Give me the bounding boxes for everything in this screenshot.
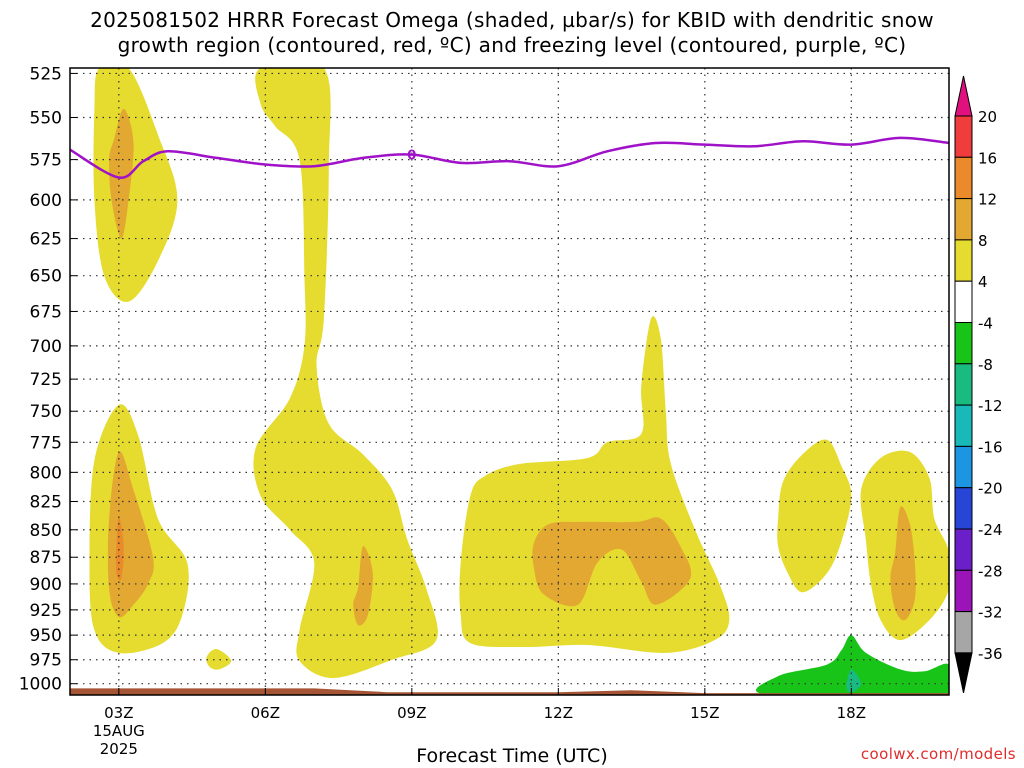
colorbar-tick-label: 12	[978, 191, 997, 209]
colorbar-top-arrow	[954, 75, 973, 117]
colorbar-tick-label: -20	[978, 480, 1003, 498]
x-tick-year: 2025	[100, 740, 138, 758]
colorbar-tick-label: 8	[978, 232, 988, 250]
omega-region-1	[109, 108, 134, 239]
y-tick-label-750: 750	[30, 402, 62, 422]
x-tick-label-18Z: 18Z	[837, 704, 866, 722]
omega-region-12	[890, 506, 916, 621]
y-tick-label-775: 775	[30, 433, 62, 453]
colorbar-bin-3	[954, 198, 973, 241]
omega-region-7	[353, 546, 373, 626]
colorbar-bin-13	[954, 611, 973, 654]
omega-region-0	[93, 68, 178, 302]
grid-lines	[70, 68, 949, 695]
chart-title-line-2: growth region (contoured, red, ºC) and f…	[117, 33, 907, 57]
colorbar-tick-label: -12	[978, 397, 1003, 415]
omega-region-15	[70, 688, 949, 695]
omega-region-9	[532, 517, 692, 607]
y-tick-label-1000: 1000	[19, 675, 62, 695]
colorbar: 20 16 12 8 4 -4 -8 -12 -16 -20 -24 -28 -32 -36	[954, 75, 1003, 694]
credit-link[interactable]: coolwx.com/models	[860, 745, 1016, 763]
y-tick-label-925: 925	[30, 601, 62, 621]
y-tick-label-900: 900	[30, 575, 62, 595]
y-tick-label-525: 525	[30, 64, 62, 84]
x-tick-label-15Z: 15Z	[690, 704, 719, 722]
colorbar-bin-7	[954, 363, 973, 406]
omega-region-4	[115, 516, 124, 581]
y-tick-label-600: 600	[30, 191, 62, 211]
colorbar-bin-12	[954, 569, 973, 613]
x-tick-label-03Z: 03Z	[104, 704, 133, 722]
colorbar-bin-10	[954, 487, 973, 530]
colorbar-tick-label: -32	[978, 604, 1003, 622]
colorbar-bin-9	[954, 445, 973, 489]
colorbar-tick-label: -16	[978, 438, 1003, 456]
y-tick-label-725: 725	[30, 370, 62, 390]
freezing-level-line	[69, 136, 950, 179]
y-tick-label-825: 825	[30, 493, 62, 513]
colorbar-bin-6	[954, 322, 973, 365]
y-tick-label-950: 950	[30, 626, 62, 646]
colorbar-tick-label: -28	[978, 562, 1003, 580]
chart-title-line-1: 2025081502 HRRR Forecast Omega (shaded, …	[90, 8, 934, 32]
omega-region-8	[459, 316, 730, 653]
y-tick-label-875: 875	[30, 548, 62, 568]
y-tick-label-675: 675	[30, 302, 62, 322]
omega-region-10	[777, 439, 852, 593]
colorbar-tick-label: -8	[978, 356, 993, 374]
x-tick-label-12Z: 12Z	[544, 704, 573, 722]
freezing-level-label: 0	[407, 149, 416, 164]
freezing-level: 0	[69, 136, 950, 179]
y-tick-label-700: 700	[30, 337, 62, 357]
plot-frame	[69, 67, 950, 696]
y-tick-label-650: 650	[30, 267, 62, 287]
colorbar-tick-label: -4	[978, 315, 993, 333]
colorbar-tick-label: 16	[978, 149, 997, 167]
omega-region-6	[253, 68, 438, 679]
y-axis: 525 550 575 600 625 650 675 700 725 750 775 800 825 8…	[19, 64, 77, 695]
colorbar-tick-label: 4	[978, 273, 988, 291]
y-tick-label-850: 850	[30, 521, 62, 541]
y-tick-label-975: 975	[30, 651, 62, 671]
colorbar-bin-11	[954, 528, 973, 571]
colorbar-bin-8	[954, 404, 973, 447]
y-tick-label-575: 575	[30, 151, 62, 171]
colorbar-bin-4	[954, 239, 973, 282]
colorbar-bottom-arrow	[954, 652, 973, 694]
colorbar-tick-label: 20	[978, 108, 997, 126]
colorbar-tick-label: -24	[978, 521, 1003, 539]
y-tick-label-550: 550	[30, 108, 62, 128]
colorbar-bin-5	[954, 280, 973, 324]
y-tick-label-800: 800	[30, 463, 62, 483]
colorbar-tick-label: -36	[978, 645, 1003, 663]
omega-region-14	[846, 669, 862, 693]
omega-region-5	[206, 648, 232, 670]
colorbar-bin-2	[954, 156, 973, 200]
x-tick-date: 15AUG	[93, 722, 145, 740]
x-tick-label-09Z: 09Z	[397, 704, 426, 722]
omega-region-13	[755, 635, 949, 695]
x-axis-label: Forecast Time (UTC)	[416, 745, 608, 767]
y-tick-label-625: 625	[30, 230, 62, 250]
x-tick-label-06Z: 06Z	[251, 704, 280, 722]
colorbar-bin-1	[954, 115, 973, 158]
